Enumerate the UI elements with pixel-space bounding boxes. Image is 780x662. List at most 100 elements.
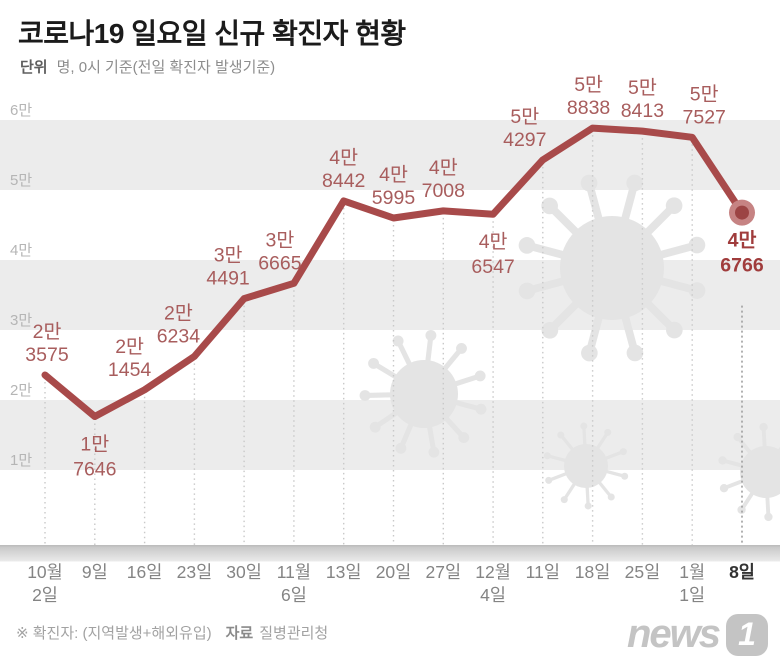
source-label: 자료 [225,625,254,642]
news1-logo-word: news [626,612,721,656]
point-value-label: 7008 [422,180,465,202]
virus-spike-tip [733,432,742,442]
x-axis-tick-label: 30일 [226,562,262,582]
virus-spike [441,413,465,438]
virus-spike-tip [666,321,683,339]
virus-spike-tip [580,422,588,430]
virus-spike [527,242,571,261]
virus-spike [548,204,584,240]
x-axis-tick-label: 1일 [679,585,705,605]
point-value-label: 1만 [80,434,109,456]
grid-band [0,400,780,470]
virus-spike-tip [719,484,729,493]
point-value-label: 3만 [266,229,295,251]
virus-spike-tip [688,282,706,299]
point-value-label: 2만 [164,302,193,324]
virus-spike [451,398,480,412]
virus-spike [440,348,463,374]
axis-line [0,545,780,547]
virus-spike-tip [607,493,615,501]
point-value-label: 6234 [157,325,201,347]
virus-spike-tip [518,282,536,300]
virus-spike [653,275,697,294]
virus-spike [585,183,605,227]
virus-spike [596,479,612,497]
virus-spike-tip [474,370,486,382]
virus-spike-tip [584,502,592,510]
virus-spike [399,419,416,448]
virus-spike [603,469,624,478]
footnote: ※ 확진자: (지역발생+해외유입) 자료 질병관리청 [16,622,328,643]
virus-spike [375,408,402,429]
point-value-label: 2만 [115,336,144,358]
virus-watermark-icon [564,444,608,488]
point-value-label: 4만 [379,164,408,186]
virus-spike-tip [560,496,568,504]
virus-watermark-icon [390,360,458,428]
virus-spike-tip [359,390,371,401]
point-value-label: 8838 [567,97,610,119]
virus-spike-tip [737,505,746,514]
point-value-label: 6766 [720,255,764,277]
virus-spike-tip [395,442,407,454]
virus-spike-tip [764,512,773,522]
virus-spike-tip [580,174,598,192]
virus-spike [619,309,639,353]
unit-text: 명, 0시 기준(전일 확진자 발생기준) [56,59,276,76]
x-axis-tick-label: 18일 [575,562,611,582]
point-value-label: 4491 [206,268,249,290]
x-axis-tick-label: 1월 [679,562,705,582]
virus-spike [585,484,590,505]
y-axis-tick-label: 2만 [10,382,32,399]
virus-spike-tip [604,428,612,436]
point-value-label: 8442 [322,170,365,192]
point-value-label: 7646 [73,459,116,481]
virus-spike-tip [518,237,536,254]
footnote-text: ※ 확진자: (지역발생+해외유입) [16,625,212,642]
x-axis-tick-label: 2일 [32,585,58,605]
virus-spike [640,296,676,332]
virus-spike-tip [581,344,598,362]
virus-spike [563,480,578,499]
chart-subtitle: 단위 명, 0시 기준(전일 확진자 발생기준) [20,56,275,77]
x-axis-tick-label: 23일 [177,562,213,582]
virus-spike [450,374,480,388]
source-text: 질병관리청 [259,625,329,642]
x-axis-tick-label: 8일 [729,562,755,582]
point-value-label: 1454 [108,359,152,381]
point-value-label: 8413 [621,100,664,122]
virus-spike [373,362,401,382]
point-value-label: 3만 [214,245,243,267]
virus-spike [761,428,767,451]
point-value-label: 4만 [728,230,757,252]
x-axis-tick-label: 11일 [526,562,560,582]
point-value-label: 5만 [628,77,657,99]
virus-spike [560,435,576,453]
virus-spike [586,309,605,353]
virus-spike-tip [425,329,437,341]
x-axis-tick-label: 27일 [426,562,462,582]
y-axis-tick-label: 3만 [10,312,32,329]
virus-spike-tip [392,335,404,347]
virus-spike-tip [428,446,440,458]
y-axis-tick-label: 5만 [10,172,32,189]
y-axis-tick-label: 4만 [10,242,32,259]
virus-spike [426,422,437,451]
point-value-label: 5만 [510,106,539,128]
virus-spike-tip [557,431,565,439]
virus-spike [527,275,571,295]
virus-spike [741,489,756,510]
virus-spike-tip [458,432,470,444]
point-value-label: 7527 [683,106,726,128]
x-axis-tick-label: 13일 [326,562,362,582]
virus-spike [723,459,746,469]
virus-watermark-icon [740,446,780,498]
x-axis-tick-label: 11월 [277,562,311,582]
virus-spike [548,296,584,332]
data-line [41,124,746,420]
point-value-label: 4만 [479,231,508,253]
virus-spike-tip [759,422,768,432]
virus-spike [619,183,638,227]
virus-spike-tip [475,403,487,415]
